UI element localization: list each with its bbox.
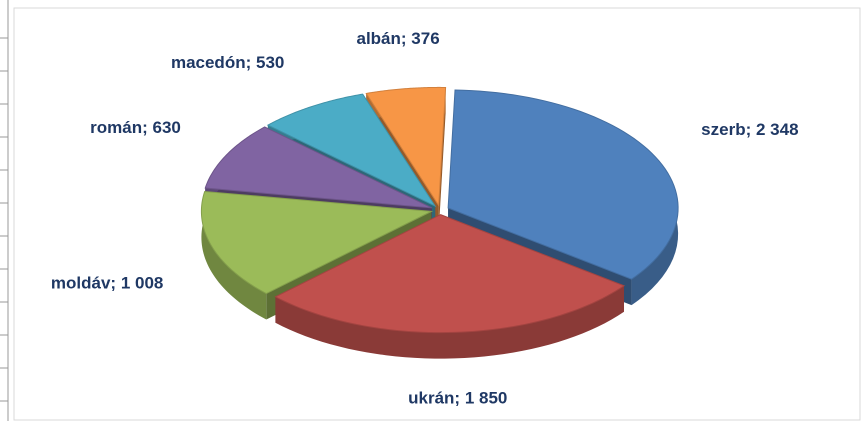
label-value: 2 348 [756, 121, 799, 140]
label-separator: ; [246, 53, 256, 72]
sheet-rows [0, 37, 8, 402]
label-separator: ; [401, 29, 411, 48]
data-label: szerb; 2 348 [701, 121, 798, 140]
chart-frame [13, 7, 861, 421]
label-separator: ; [110, 274, 120, 293]
label-value: 1 850 [465, 389, 508, 408]
slice-side [275, 285, 625, 359]
label-category: moldáv [51, 274, 111, 293]
slice [204, 126, 433, 209]
slice [266, 93, 437, 208]
data-label: román; 630 [90, 118, 181, 137]
label-value: 630 [153, 118, 181, 137]
label-category: albán [357, 29, 401, 48]
slice [447, 89, 679, 280]
label-separator: ; [142, 118, 152, 137]
label-category: román [90, 118, 142, 137]
label-category: szerb [701, 121, 745, 140]
slice [274, 214, 626, 334]
label-category: macedón [171, 53, 246, 72]
label-value: 1 008 [121, 274, 164, 293]
label-separator: ; [454, 389, 464, 408]
slice [365, 86, 447, 207]
data-label: moldáv; 1 008 [51, 274, 163, 293]
data-label: macedón; 530 [171, 53, 284, 72]
slice-side [201, 191, 267, 320]
data-label: ukrán; 1 850 [408, 389, 507, 408]
slice [200, 190, 434, 295]
label-category: ukrán [408, 389, 454, 408]
label-value: 530 [256, 53, 284, 72]
label-separator: ; [746, 121, 756, 140]
data-label: albán; 376 [357, 29, 440, 48]
label-value: 376 [411, 29, 439, 48]
